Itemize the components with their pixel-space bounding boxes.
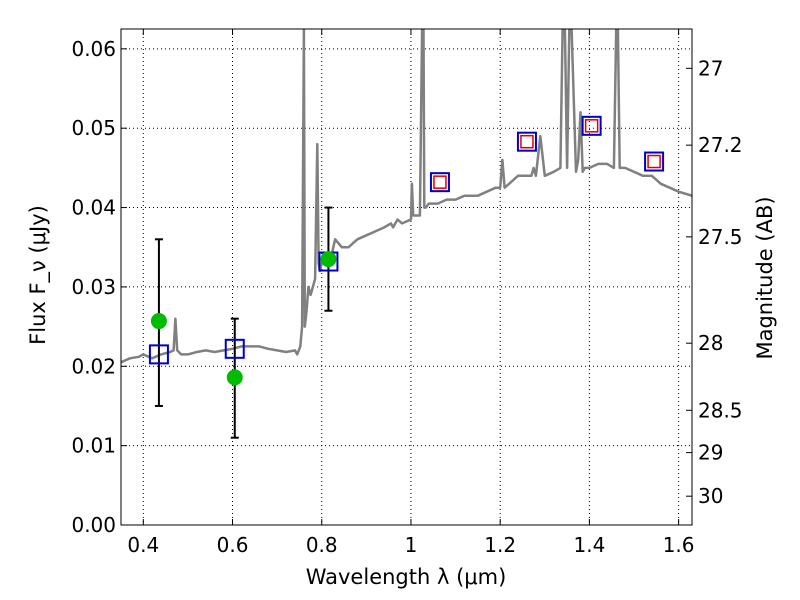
- observed-point: [320, 251, 337, 268]
- plot-area: [121, 29, 692, 439]
- plot-frame: [120, 28, 693, 526]
- y2-axis-label: Magnitude (AB): [753, 196, 777, 359]
- model-square-small-point: [433, 175, 447, 189]
- y2-tick-label: 27.5: [698, 225, 743, 249]
- y2-tick-label: 30: [698, 484, 723, 508]
- y-axis-label: Flux F_ν (μJy): [26, 205, 51, 345]
- y-tick-label: 0.03: [71, 275, 116, 299]
- x-tick-label: 1.6: [663, 533, 695, 557]
- model-square-point: [429, 172, 450, 193]
- y-tick-label: 0.00: [71, 513, 116, 537]
- spectrum-line: [121, 29, 692, 364]
- model-square-point: [581, 115, 602, 136]
- x-axis-label: Wavelength λ (μm): [306, 565, 507, 589]
- x-tick-label: 1.4: [573, 533, 605, 557]
- x-tick-label: 1.2: [484, 533, 516, 557]
- model-square-small-point: [647, 154, 661, 169]
- model-square-point: [224, 338, 245, 359]
- y2-tick-label: 28: [698, 331, 723, 355]
- y-tick-label: 0.05: [71, 116, 116, 140]
- y-tick-label: 0.01: [71, 434, 116, 458]
- x-tick-label: 0.6: [217, 533, 249, 557]
- axes: 0.4 0.6 0.8 1 1.2 1.4 1.6 0.00 0.01 0.02 0.03 0.04 0…: [71, 28, 743, 557]
- y-tick-label: 0.04: [71, 196, 116, 220]
- y-tick-label: 0.02: [71, 354, 116, 378]
- model-square-point: [644, 151, 665, 172]
- x-tick-label: 1: [405, 533, 418, 557]
- x-tick-label: 0.4: [127, 533, 159, 557]
- model-square-small-point: [584, 119, 599, 133]
- y2-tick-label: 27: [698, 56, 723, 80]
- observed-point: [150, 313, 167, 330]
- model-square-point: [148, 344, 169, 365]
- y2-tick-label: 28.5: [698, 398, 743, 422]
- y2-tick-label: 29: [698, 441, 723, 465]
- y2-tick-label: 27.2: [698, 133, 743, 157]
- x-tick-label: 0.8: [306, 533, 338, 557]
- model-square-small-point: [520, 134, 534, 149]
- observed-point: [226, 369, 243, 386]
- y-tick-label: 0.06: [71, 37, 116, 61]
- model-square-point: [516, 131, 537, 152]
- grid-lines: [121, 29, 692, 526]
